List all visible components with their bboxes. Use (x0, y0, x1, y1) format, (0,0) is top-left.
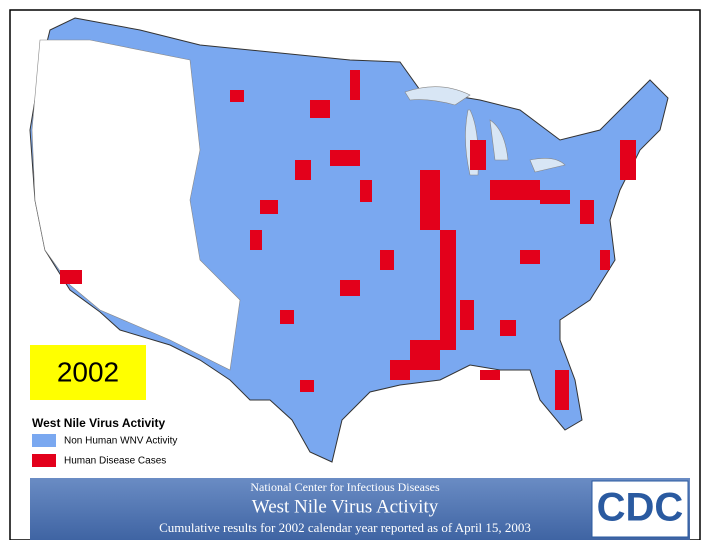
footer-subtitle: Cumulative results for 2002 calendar yea… (159, 520, 531, 535)
legend-title: West Nile Virus Activity (32, 416, 165, 430)
logo-box (591, 480, 689, 538)
year-box (30, 345, 146, 400)
legend: Non Human WNV Activity Human Disease Case… (32, 434, 177, 467)
human-cases (60, 70, 636, 410)
footer-title: West Nile Virus Activity (252, 496, 439, 517)
cdc-logo: CDC (597, 486, 684, 530)
legend-swatch (32, 434, 56, 447)
legend-label: Non Human WNV Activity (64, 436, 177, 447)
footer-banner (30, 478, 690, 540)
legend-label: Human Disease Cases (64, 456, 166, 467)
us-map (29, 17, 669, 463)
legend-swatch (32, 454, 56, 467)
great-lakes (404, 86, 566, 176)
footer-organization: National Center for Infectious Diseases (250, 480, 440, 494)
year-label: 2002 (57, 356, 119, 387)
western-white-area (31, 39, 241, 371)
